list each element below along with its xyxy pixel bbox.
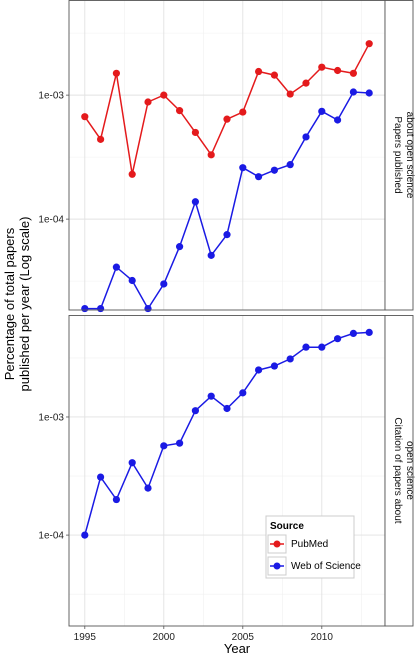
legend-dot-web-of-science [273,562,281,570]
data-point [191,407,199,415]
data-point [365,328,373,337]
data-point [112,263,120,271]
data-point [112,69,120,77]
panel-2: 1e-04 1e-03 Citation of papers about open s… [38,315,415,627]
data-point [97,304,105,313]
data-point [160,280,168,288]
data-point [349,329,357,337]
panel-background [69,0,385,310]
data-point [365,40,373,48]
panel-1: 1e-04 1e-03 Papers published about open sci… [38,0,415,313]
data-point [128,459,136,467]
data-point [270,166,278,174]
data-point [112,495,120,504]
x-tick-label: 2010 [311,632,334,643]
y-tick-label: 1e-03 [38,412,64,423]
data-point [286,90,294,98]
data-point [349,69,357,77]
data-point [128,170,136,178]
y-axis-title-line-2: published per year (Log scale) [17,217,32,392]
data-point [128,276,136,285]
data-point [176,107,184,115]
data-point [318,107,326,115]
legend-title: Source [270,521,304,532]
data-point [270,71,278,79]
facet-strip-label: open science [404,441,415,500]
panels-layer: 1e-04 1e-03 Papers published about open sci… [38,0,415,643]
data-point [286,355,294,363]
data-point [81,531,89,539]
data-point [81,113,89,121]
data-point [302,343,310,351]
facet-strip [384,0,414,311]
data-point [191,128,199,137]
data-point [255,366,263,374]
data-point [239,164,247,172]
data-point [223,231,231,239]
data-point [302,79,310,87]
data-point [176,439,184,447]
x-tick-label: 2000 [153,632,176,643]
data-point [207,151,215,159]
x-axis-title: Year [224,641,251,656]
legend-entry-pubmed: PubMed [267,534,328,554]
y-tick-label: 1e-04 [38,215,64,226]
data-point [318,63,326,71]
data-point [207,251,215,259]
data-point [176,243,184,251]
data-point [255,67,263,76]
legend-entry-web-of-science: Web of Science [267,556,361,576]
data-point [144,98,152,106]
data-point [239,108,247,116]
data-point [97,473,105,481]
legend-label-pubmed: PubMed [291,539,328,550]
legend-label-web-of-science: Web of Science [291,561,361,572]
data-point [81,304,89,313]
data-point [349,88,357,96]
legend: Source PubMed Web of Science [265,515,361,579]
data-point [365,89,373,97]
data-point [160,91,168,99]
facet-strip-label: about open science [404,112,415,199]
facet-strip-label: Citation of papers about [392,417,403,523]
facet-strip-label: Papers published [392,116,403,193]
x-tick-label: 2005 [232,632,255,643]
data-point [223,404,231,413]
y-axis-title-line-1: Percentage of total papers [2,227,17,380]
data-point [270,362,278,370]
data-point [318,343,326,351]
data-point [160,442,168,450]
data-point [144,304,152,313]
data-point [255,173,263,181]
data-point [302,133,310,141]
data-point [286,161,294,169]
y-tick-label: 1e-04 [38,531,64,542]
data-point [97,135,105,143]
data-point [334,335,342,343]
panel-background [69,315,385,626]
data-point [223,115,231,123]
data-point [144,484,152,492]
data-point [334,66,342,75]
y-tick-label: 1e-03 [38,91,64,102]
legend-dot-pubmed [273,540,281,548]
x-tick-label: 1995 [74,632,97,643]
data-point [207,392,215,400]
facet-strip [384,315,414,627]
data-point [191,198,199,206]
data-point [334,116,342,124]
data-point [239,389,247,397]
